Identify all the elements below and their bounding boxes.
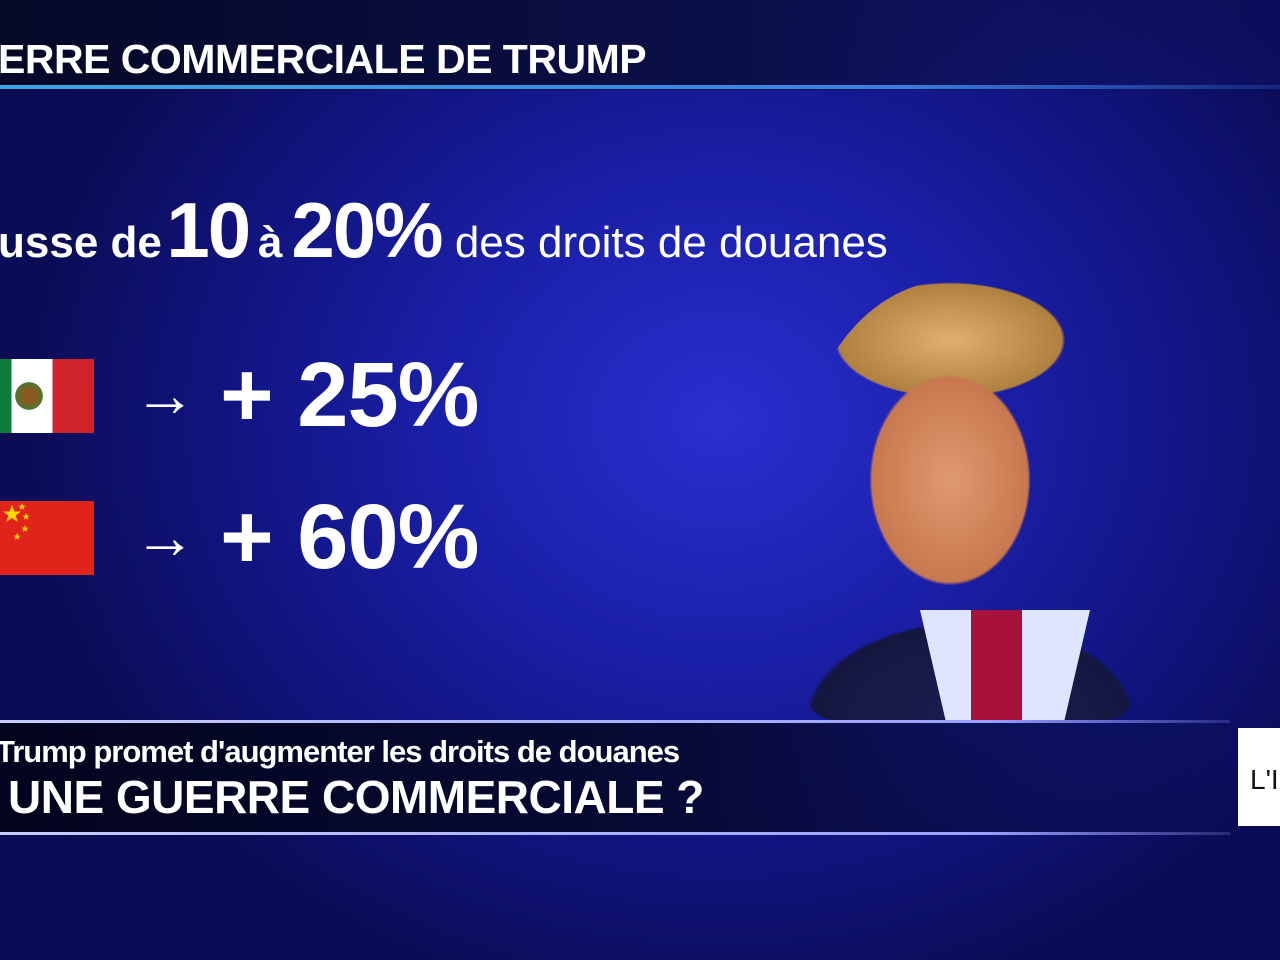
tariff-value: + 25%: [220, 344, 479, 446]
china-flag-icon: [0, 500, 94, 575]
headline: usse de 10 à 20% des droits de douanes: [0, 185, 888, 276]
headline-to: 20%: [291, 186, 443, 274]
lower-third-top-line: [0, 720, 1230, 723]
banner-title: ERRE COMMERCIALE DE TRUMP: [0, 36, 647, 82]
arrow-icon: →: [134, 503, 196, 572]
top-banner: [0, 0, 1280, 90]
lower-third: [0, 722, 1230, 834]
lower-third-title: UNE GUERRE COMMERCIALE ?: [8, 771, 704, 823]
person-tie: [920, 610, 1090, 720]
headline-connector: à: [257, 218, 283, 267]
headline-prefix: usse de: [0, 218, 162, 267]
tariff-row-mexico: → + 25%: [0, 343, 479, 448]
arrow-icon: →: [134, 361, 196, 430]
tariff-value: + 60%: [220, 486, 479, 588]
lower-third-subtitle: Trump promet d'augmenter les droits de d…: [0, 734, 680, 769]
lower-third-bottom-line: [0, 832, 1230, 835]
china-stars-icon: [3, 502, 30, 540]
banner-divider: [0, 85, 1280, 89]
tariff-row-china: → + 60%: [0, 485, 479, 590]
headline-from: 10: [166, 186, 251, 274]
channel-logo: L'I: [1238, 728, 1280, 826]
headline-suffix: des droits de douanes: [454, 218, 888, 267]
mexico-flag-icon: [0, 358, 94, 433]
